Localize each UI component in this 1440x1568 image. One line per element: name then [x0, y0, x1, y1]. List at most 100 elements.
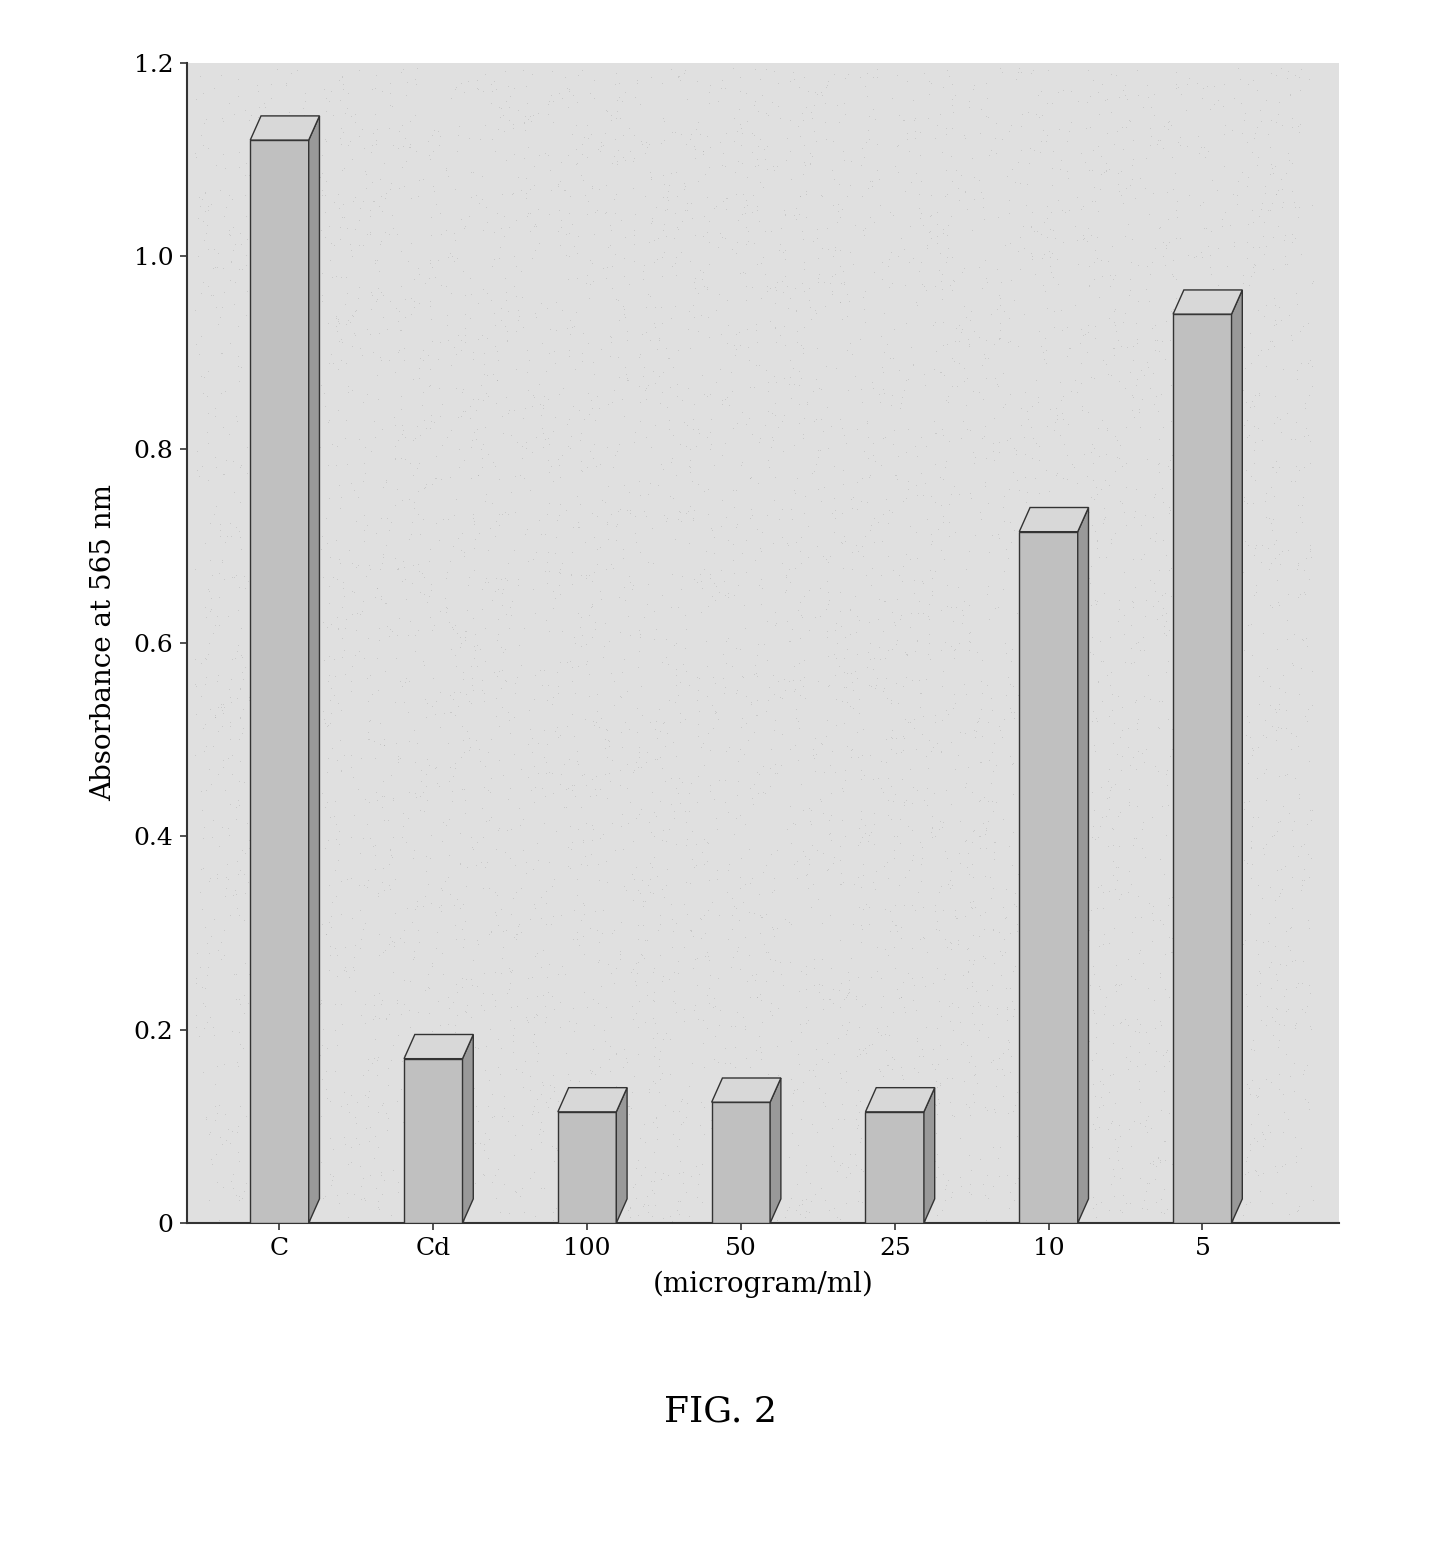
Point: [289, 340, 312, 365]
Point: [818, 1198, 841, 1223]
Point: [1299, 1173, 1322, 1198]
Point: [962, 922, 985, 947]
Point: [258, 1011, 281, 1036]
Point: [540, 911, 563, 936]
Point: [649, 969, 672, 994]
Point: [684, 223, 707, 248]
Point: [396, 1065, 419, 1090]
Point: [1227, 754, 1250, 779]
Point: [266, 1057, 289, 1082]
Point: [675, 869, 698, 894]
Point: [1263, 823, 1286, 848]
Point: [1286, 734, 1309, 759]
Point: [383, 935, 406, 960]
Point: [202, 1022, 225, 1047]
Point: [343, 958, 366, 983]
Point: [488, 105, 511, 130]
Point: [1130, 386, 1153, 411]
Point: [1060, 1094, 1083, 1120]
Point: [1292, 949, 1315, 974]
Point: [1161, 299, 1184, 325]
Point: [855, 563, 878, 588]
Point: [901, 790, 924, 815]
Point: [541, 419, 564, 444]
Point: [1194, 400, 1217, 425]
Point: [1161, 248, 1184, 273]
Point: [261, 455, 284, 480]
Point: [877, 274, 900, 299]
Point: [1086, 416, 1109, 441]
Point: [266, 533, 289, 558]
Point: [383, 361, 406, 386]
Point: [1142, 894, 1165, 919]
Point: [484, 988, 507, 1013]
Point: [226, 1120, 249, 1145]
Point: [832, 778, 855, 803]
Point: [685, 67, 708, 93]
Point: [1246, 972, 1269, 997]
Point: [1188, 426, 1211, 452]
Point: [500, 602, 523, 627]
Point: [380, 1203, 403, 1228]
Point: [729, 452, 752, 477]
Point: [1122, 745, 1145, 770]
Point: [288, 403, 311, 428]
Point: [278, 124, 301, 149]
Point: [960, 994, 984, 1019]
Point: [238, 107, 261, 132]
Point: [1125, 310, 1148, 336]
Point: [547, 1196, 570, 1221]
Point: [1040, 1124, 1063, 1149]
Point: [785, 848, 808, 873]
Point: [546, 715, 569, 740]
Point: [815, 707, 838, 732]
Point: [569, 851, 592, 877]
Point: [619, 960, 642, 985]
Point: [501, 1022, 524, 1047]
Point: [235, 1171, 258, 1196]
Point: [338, 538, 361, 563]
Point: [1057, 539, 1080, 564]
Point: [523, 892, 546, 917]
Point: [315, 530, 338, 555]
Point: [1087, 974, 1110, 999]
Point: [1084, 1011, 1107, 1036]
Point: [635, 375, 658, 400]
Point: [498, 958, 521, 983]
Point: [1198, 243, 1221, 268]
Point: [636, 1200, 660, 1225]
Point: [336, 1204, 359, 1229]
Point: [753, 412, 776, 437]
Point: [831, 1091, 854, 1116]
Point: [1244, 533, 1267, 558]
Point: [1198, 894, 1221, 919]
Point: [642, 597, 665, 622]
Point: [852, 223, 876, 248]
Point: [662, 226, 685, 251]
Point: [580, 1176, 603, 1201]
Point: [1107, 1135, 1130, 1160]
Point: [305, 588, 328, 613]
Point: [942, 646, 965, 671]
Point: [703, 986, 726, 1011]
Point: [1143, 1058, 1166, 1083]
Point: [652, 108, 675, 133]
Point: [490, 1035, 513, 1060]
Point: [924, 1148, 948, 1173]
Point: [903, 434, 926, 459]
Point: [1122, 833, 1145, 858]
Point: [1020, 199, 1043, 224]
Point: [724, 1083, 747, 1109]
Point: [301, 497, 324, 522]
Point: [220, 524, 243, 549]
Point: [1284, 1124, 1308, 1149]
Point: [212, 754, 235, 779]
Point: [876, 787, 899, 812]
Point: [763, 760, 786, 786]
Point: [914, 666, 937, 691]
Point: [648, 325, 671, 350]
Point: [644, 1010, 667, 1035]
Point: [294, 613, 317, 638]
Point: [1094, 803, 1117, 828]
Point: [672, 996, 696, 1021]
